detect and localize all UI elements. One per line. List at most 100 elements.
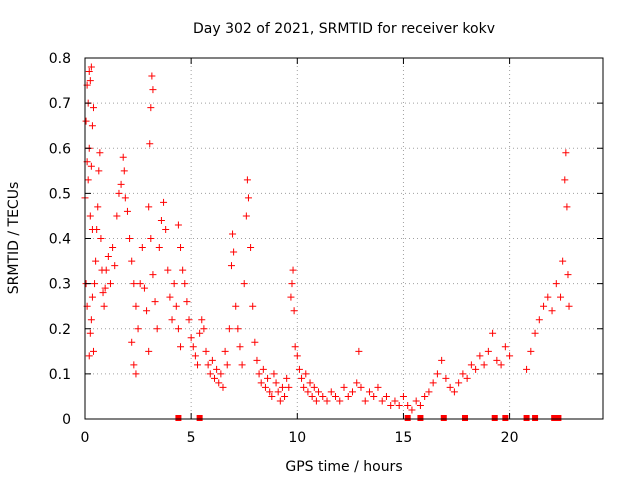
data-point xyxy=(355,347,363,355)
data-point xyxy=(155,244,163,252)
data-point xyxy=(531,329,539,337)
data-point xyxy=(484,347,492,355)
data-point xyxy=(145,347,153,355)
data-point xyxy=(123,207,131,215)
data-point xyxy=(323,397,331,405)
gap-marker xyxy=(555,415,562,421)
data-point xyxy=(95,167,103,175)
data-point xyxy=(247,244,255,252)
data-point xyxy=(395,401,403,409)
data-point xyxy=(134,325,142,333)
data-point xyxy=(438,356,446,364)
data-point xyxy=(88,293,96,301)
gap-marker xyxy=(502,415,509,421)
data-point xyxy=(148,72,156,80)
data-point xyxy=(86,77,94,85)
data-point xyxy=(236,343,244,351)
data-point xyxy=(93,225,101,233)
data-point xyxy=(128,257,136,265)
data-point xyxy=(164,266,172,274)
data-point xyxy=(251,338,259,346)
data-point xyxy=(128,338,136,346)
x-tick-label: 5 xyxy=(187,430,196,446)
data-point xyxy=(281,392,289,400)
data-point xyxy=(332,392,340,400)
data-point xyxy=(374,383,382,391)
data-point xyxy=(126,235,134,242)
data-point xyxy=(238,361,246,369)
data-point xyxy=(300,383,308,391)
data-point xyxy=(213,365,221,373)
data-point xyxy=(344,392,352,400)
data-point xyxy=(336,397,344,405)
data-point xyxy=(319,392,327,400)
data-point xyxy=(261,383,269,391)
data-point xyxy=(408,406,416,414)
data-point xyxy=(421,392,429,400)
data-point xyxy=(552,280,560,288)
data-point xyxy=(132,370,140,378)
data-point xyxy=(412,397,420,405)
data-point xyxy=(120,167,128,175)
data-point xyxy=(106,280,114,288)
data-point xyxy=(160,198,168,206)
data-point xyxy=(506,352,514,360)
y-tick-label: 0.8 xyxy=(49,51,71,67)
data-point xyxy=(92,257,100,265)
x-tick-label: 15 xyxy=(395,430,413,446)
data-point xyxy=(146,140,154,148)
data-point xyxy=(87,162,95,170)
data-point xyxy=(306,379,314,387)
data-point xyxy=(387,401,395,409)
data-point xyxy=(540,302,548,310)
data-point xyxy=(88,122,96,130)
data-point xyxy=(315,388,323,396)
data-point xyxy=(264,374,272,382)
data-point xyxy=(86,329,94,337)
data-point xyxy=(215,379,223,387)
data-point xyxy=(535,316,543,324)
data-point xyxy=(198,316,206,324)
gap-marker xyxy=(532,415,539,421)
data-point xyxy=(399,392,407,400)
data-point xyxy=(99,289,107,297)
gap-marker xyxy=(196,415,203,421)
data-point xyxy=(288,280,296,288)
data-point xyxy=(85,68,93,76)
data-point xyxy=(442,374,450,382)
data-point xyxy=(221,347,229,355)
data-point xyxy=(181,280,189,288)
gap-markers xyxy=(175,415,562,421)
y-tick-label: 0.6 xyxy=(49,141,71,157)
data-point xyxy=(170,280,178,288)
data-point xyxy=(174,221,182,229)
data-point xyxy=(151,298,159,306)
data-point xyxy=(391,397,399,405)
data-point xyxy=(270,370,278,378)
data-point xyxy=(565,302,573,310)
data-point xyxy=(472,365,480,373)
data-point xyxy=(117,180,125,188)
data-point xyxy=(293,352,301,360)
data-point xyxy=(353,379,361,387)
data-point xyxy=(404,401,412,409)
data-point xyxy=(493,356,501,364)
data-point xyxy=(308,392,316,400)
data-point xyxy=(174,325,182,333)
data-point xyxy=(91,280,99,288)
gap-marker xyxy=(417,415,424,421)
data-point xyxy=(425,388,433,396)
y-tick-label: 0.3 xyxy=(49,277,71,293)
gap-marker xyxy=(551,415,558,421)
data-point xyxy=(130,280,138,288)
data-point xyxy=(259,365,267,373)
data-point xyxy=(223,361,231,369)
data-point xyxy=(89,104,97,112)
data-point xyxy=(136,280,144,288)
data-point xyxy=(153,325,161,333)
gap-marker xyxy=(175,415,182,421)
data-point xyxy=(85,352,93,360)
data-point xyxy=(480,361,488,369)
data-point xyxy=(206,370,214,378)
data-point xyxy=(147,104,155,112)
